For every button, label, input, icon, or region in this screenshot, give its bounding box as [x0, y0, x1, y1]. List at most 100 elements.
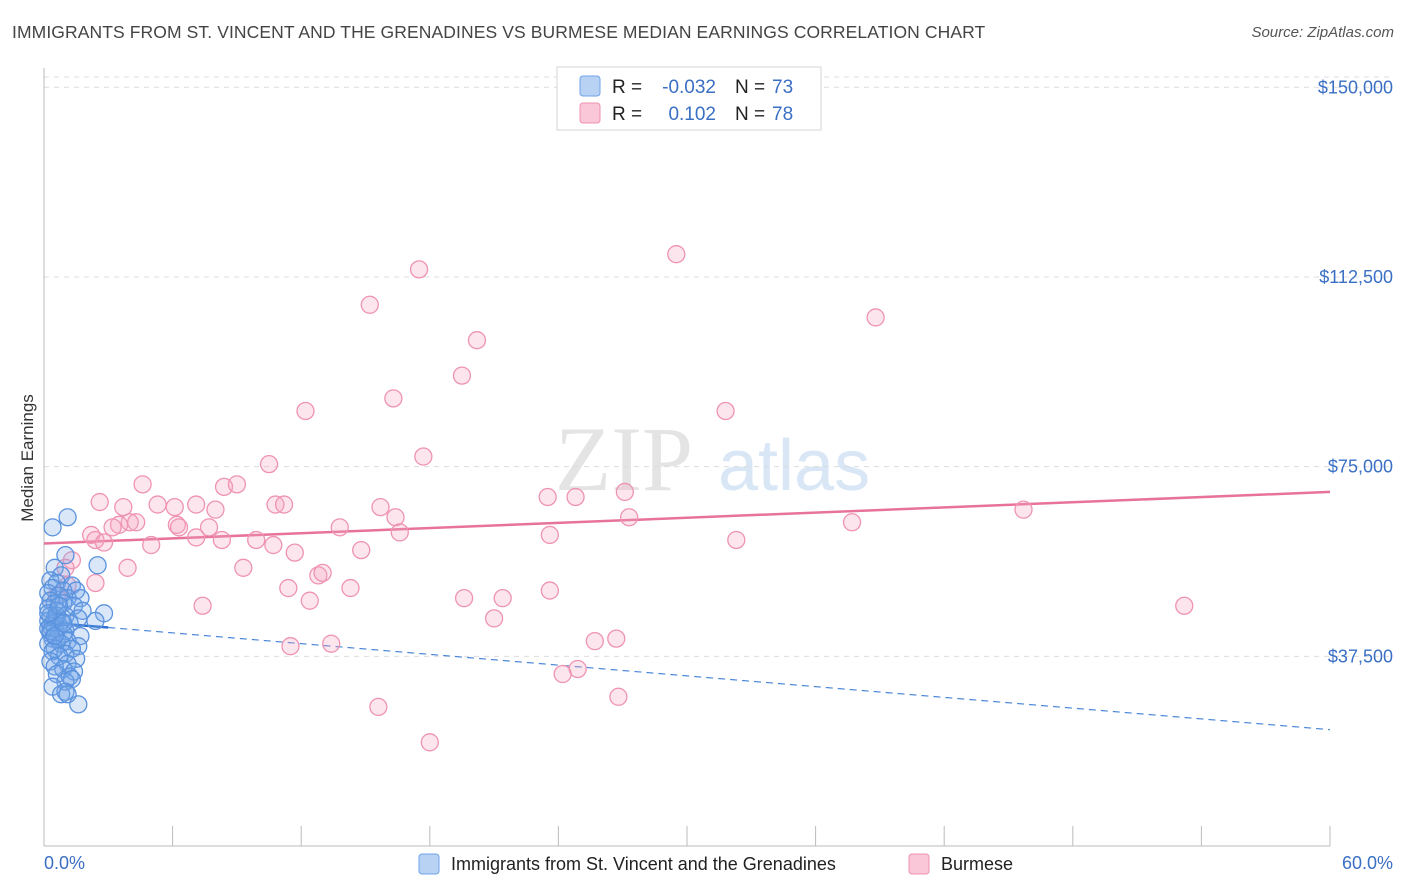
- burmese-point: [384, 389, 403, 408]
- svg-points: [39, 508, 114, 714]
- svg-point: [51, 685, 71, 704]
- burmese-point: [264, 535, 283, 555]
- burmese-point: [187, 495, 206, 514]
- burmese-point: [281, 637, 300, 656]
- burmese-point: [206, 500, 225, 519]
- burmese-point: [227, 475, 247, 494]
- burmese-point: [167, 515, 187, 534]
- burmese-point: [169, 518, 189, 537]
- legend-swatch-blue: [579, 75, 601, 97]
- burmese-point: [414, 447, 433, 466]
- burmese-point: [193, 596, 212, 615]
- burmese-point: [454, 589, 474, 608]
- burmese-point: [187, 528, 206, 547]
- burmese-point: [90, 492, 109, 512]
- burmese-point: [369, 697, 388, 717]
- legend-swatch-pink: [579, 102, 601, 124]
- burmese-point: [127, 513, 146, 532]
- svg-point: [88, 556, 107, 575]
- burmese-point: [234, 558, 253, 577]
- legend-r-label-pink: R =: [612, 104, 642, 125]
- burmese-point: [667, 245, 686, 264]
- burmese-point: [538, 487, 557, 507]
- burmese-point: [420, 733, 439, 752]
- burmese-point: [247, 530, 266, 550]
- burmese-point: [1014, 500, 1033, 519]
- legend-n-label-pink: N =: [735, 104, 765, 125]
- burmese-point: [716, 401, 735, 421]
- svg-point: [43, 518, 62, 537]
- burmese-point: [484, 609, 504, 628]
- burmese-point: [607, 629, 626, 648]
- trend-lines: [43, 490, 1331, 731]
- burmese-point: [103, 518, 122, 537]
- burmese-point: [540, 525, 559, 545]
- burmese-point: [285, 543, 304, 562]
- burmese-point: [727, 530, 746, 550]
- watermark-atlas: atlas: [718, 426, 870, 506]
- x-tick-label-min: 0.0%: [44, 853, 85, 873]
- burmese-point: [371, 497, 390, 517]
- svg-point: [56, 546, 75, 565]
- svg-point: [45, 626, 64, 646]
- bottom-legend-swatch-blue: [418, 853, 440, 875]
- y-tick-label: $112,500: [1319, 267, 1393, 287]
- burmese-point: [585, 631, 604, 651]
- legend-n-label-blue: N =: [735, 77, 765, 98]
- burmese-point: [274, 495, 294, 514]
- burmese-point: [866, 308, 885, 327]
- y-axis-title: Median Earnings: [18, 394, 37, 522]
- legend-r-value-blue: -0.032: [662, 77, 716, 98]
- y-tick-label: $75,000: [1328, 457, 1393, 477]
- svg-point: [54, 614, 73, 633]
- burmese-point: [341, 578, 360, 598]
- series-legend: Immigrants from St. Vincent and the Gren…: [418, 853, 1013, 875]
- burmese-point: [842, 513, 862, 532]
- burmese-point: [386, 508, 405, 527]
- burmese-point: [148, 495, 167, 514]
- burmese-point: [540, 581, 559, 600]
- chart-title: IMMIGRANTS FROM ST. VINCENT AND THE GREN…: [12, 22, 986, 42]
- burmese-point: [259, 454, 279, 474]
- svg-point: [49, 596, 69, 615]
- burmese-point: [1175, 596, 1194, 615]
- burmese-point: [212, 530, 232, 550]
- legend-r-label-blue: R =: [612, 77, 642, 98]
- legend-box: [556, 66, 822, 131]
- burmese-point: [133, 475, 152, 494]
- burmese-point: [566, 487, 585, 507]
- watermark-zip: ZIP: [555, 408, 693, 510]
- burmese-point: [165, 497, 184, 517]
- correlation-legend: R = -0.032 N = 73 R = 0.102 N = 78: [556, 66, 822, 131]
- burmese-point: [300, 591, 319, 610]
- legend-n-value-pink: 78: [772, 104, 793, 125]
- y-tick-label: $37,500: [1328, 646, 1393, 666]
- burmese-point: [615, 482, 634, 502]
- watermark: ZIP atlas: [555, 408, 870, 510]
- bottom-legend-swatch-pink: [908, 853, 930, 875]
- y-tick-label: $150,000: [1318, 77, 1393, 97]
- burmese-point: [452, 366, 472, 385]
- trend-line-svg-dashed: [108, 626, 1331, 731]
- burmese-point: [322, 634, 341, 653]
- bottom-legend-label-blue: Immigrants from St. Vincent and the Gren…: [451, 854, 836, 874]
- burmese-point: [114, 497, 133, 517]
- svg-point: [86, 611, 105, 631]
- axes: [43, 68, 1331, 847]
- burmese-point: [296, 401, 315, 421]
- burmese-point: [142, 535, 161, 555]
- legend-r-value-pink: 0.102: [668, 104, 716, 125]
- burmese-point: [118, 558, 137, 577]
- burmese-point: [609, 687, 628, 706]
- burmese-point: [279, 578, 298, 598]
- x-tick-labels: 0.0% 60.0%: [44, 853, 1393, 873]
- burmese-point: [619, 508, 639, 527]
- x-tick-label-max: 60.0%: [1342, 853, 1393, 873]
- burmese-point: [553, 664, 572, 684]
- burmese-point: [199, 518, 219, 537]
- source-label: Source: ZipAtlas.com: [1251, 24, 1394, 41]
- burmese-point: [493, 589, 512, 608]
- burmese-point: [313, 563, 332, 583]
- burmese-point: [352, 540, 371, 560]
